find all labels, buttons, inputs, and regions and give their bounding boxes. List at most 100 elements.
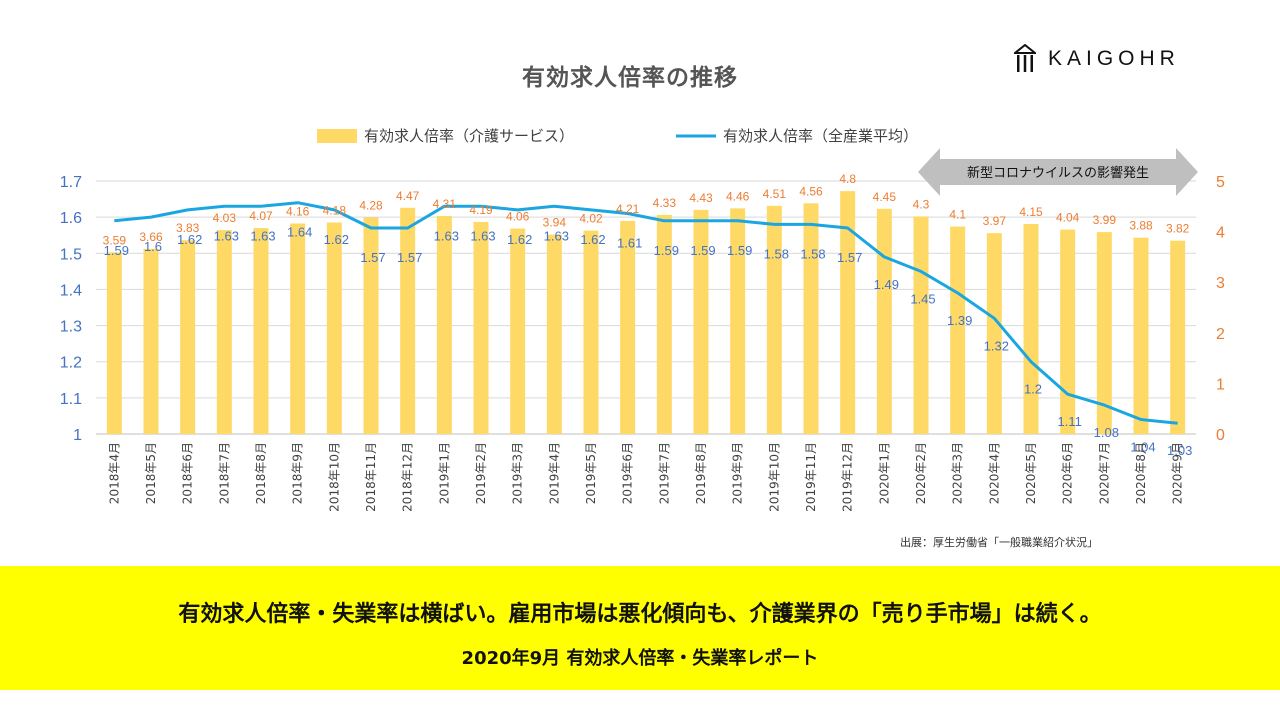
banner-headline: 有効求人倍率・失業率は横ばい。雇用市場は悪化傾向も、介護業界の「売り手市場」は続… (178, 602, 1102, 627)
line-value-label: 1.63 (470, 228, 495, 243)
line-value-label: 1.58 (800, 246, 825, 261)
line-value-label: 1.62 (324, 232, 349, 247)
legend-label-bar: 有効求人倍率（介護サービス） (364, 127, 574, 145)
bar-care-service (950, 226, 966, 434)
bar-value-label: 4.43 (689, 191, 713, 205)
bar-value-label: 4.8 (839, 172, 856, 186)
covid-impact-label: 新型コロナウイルスの影響発生 (967, 165, 1149, 181)
bar-care-service (693, 209, 709, 434)
left-axis-tick-label: 1 (73, 427, 82, 444)
bar-value-label: 4.47 (396, 189, 420, 203)
bar-value-label: 4.15 (1019, 205, 1043, 219)
bar-care-service (876, 208, 892, 434)
line-value-label: 1.62 (580, 232, 605, 247)
bar-care-service (546, 234, 562, 434)
x-axis-tick-label: 2019年4月 (547, 442, 561, 504)
bar-value-label: 4.45 (873, 190, 897, 204)
bar-care-service (730, 208, 746, 434)
line-value-label: 1.58 (764, 246, 789, 261)
x-axis-tick-label: 2019年5月 (584, 442, 598, 504)
line-value-label: 1.08 (1094, 425, 1119, 440)
x-axis-tick-label: 2019年7月 (657, 442, 671, 504)
kaigohr-logo: KAIGOHR (1014, 42, 1180, 76)
line-value-label: 1.6 (144, 239, 162, 254)
right-axis-tick-label: 3 (1216, 275, 1225, 292)
x-axis-tick-label: 2020年4月 (987, 442, 1001, 504)
x-axis-tick-label: 2019年12月 (841, 442, 855, 512)
x-axis-tick-label: 2019年11月 (804, 442, 818, 512)
bar-value-label: 3.66 (139, 230, 163, 244)
bar-value-label: 4.16 (286, 205, 310, 219)
x-axis-tick-label: 2019年10月 (767, 442, 781, 512)
bar-care-service (253, 228, 269, 434)
logo-text: KAIGOHR (1048, 47, 1180, 70)
line-value-label: 1.11 (1057, 414, 1081, 429)
x-axis-tick-label: 2019年1月 (437, 442, 451, 504)
line-value-label: 1.64 (287, 225, 312, 240)
bar-value-label: 4.1 (949, 208, 966, 222)
bar-care-service (106, 252, 122, 434)
x-axis-tick-label: 2018年12月 (401, 442, 415, 512)
bar-value-label: 4.31 (433, 197, 457, 211)
left-axis-tick-label: 1.1 (60, 391, 82, 408)
legend-swatch-bar (317, 129, 357, 143)
covid-impact-arrow (918, 148, 1198, 196)
bar-value-label: 4.18 (323, 203, 347, 217)
line-value-label: 1.59 (104, 243, 129, 258)
bar-care-service (290, 223, 306, 434)
line-value-label: 1.62 (177, 232, 202, 247)
bar-value-label: 4.3 (913, 197, 930, 211)
bar-value-label: 4.04 (1056, 211, 1080, 225)
bar-care-service (803, 203, 819, 434)
recruitment-ratio-chart: 1 1.1 1.2 1.3 1.4 1.5 1.6 1.7 0 1 2 3 4 5 新型コロナウイルスの影響… (60, 127, 1225, 512)
x-axis-tick-label: 2018年8月 (254, 442, 268, 504)
bar-value-label: 3.97 (983, 214, 1007, 228)
x-axis-tick-label: 2018年5月 (144, 442, 158, 504)
bar-care-service (216, 230, 232, 434)
x-axis-tick-label: 2018年4月 (107, 442, 121, 504)
x-axis-tick-label: 2020年7月 (1097, 442, 1111, 504)
x-axis-tick-label: 2020年5月 (1024, 442, 1038, 504)
bar-care-service (363, 217, 379, 434)
x-axis-tick-label: 2019年2月 (474, 442, 488, 504)
bar-care-service (180, 240, 196, 434)
x-axis-tick-label: 2020年3月 (951, 442, 965, 504)
x-axis-tick-label: 2018年6月 (181, 442, 195, 504)
left-axis-tick-label: 1.2 (60, 355, 82, 372)
right-axis-tick-label: 0 (1216, 427, 1225, 444)
line-value-label: 1.63 (544, 228, 569, 243)
x-axis-tick-label: 2018年10月 (327, 442, 341, 512)
line-value-label: 1.04 (1130, 440, 1155, 455)
bar-value-label: 3.83 (176, 221, 200, 235)
line-value-label: 1.63 (250, 228, 275, 243)
bar-care-service (913, 216, 929, 434)
bar-care-service (400, 207, 416, 434)
right-axis-tick-label: 1 (1216, 376, 1225, 393)
bar-value-label: 4.46 (726, 189, 750, 203)
left-axis-tick-label: 1.6 (60, 210, 82, 227)
x-axis-tick-label: 2020年9月 (1171, 442, 1185, 504)
left-axis-tick-label: 1.7 (60, 174, 82, 191)
bar-value-label: 3.99 (1093, 213, 1117, 227)
line-all-industry (114, 201, 1178, 425)
bar-care-service (326, 222, 342, 434)
line-value-label: 1.2 (1024, 382, 1042, 397)
bar-care-service (620, 220, 636, 434)
bar-care-service (1096, 232, 1112, 434)
bar-care-service (473, 221, 489, 434)
bar-value-label: 4.02 (579, 212, 603, 226)
bar-value-label: 4.06 (506, 210, 530, 224)
bar-value-label: 3.88 (1129, 219, 1153, 233)
source-note: 出展：厚生労働省「一般職業紹介状況」 (900, 536, 1098, 549)
line-value-label: 1.63 (214, 228, 239, 243)
line-value-label: 1.59 (690, 243, 715, 258)
line-value-label: 1.62 (507, 232, 532, 247)
chart-title: 有効求人倍率の推移 (522, 65, 738, 91)
pillar-logo-icon (1014, 44, 1036, 72)
bar-value-label: 4.28 (359, 198, 383, 212)
left-axis-tick-label: 1.4 (60, 282, 82, 299)
bar-value-label: 4.03 (213, 211, 237, 225)
bar-care-service (766, 205, 782, 434)
x-axis-tick-label: 2020年6月 (1061, 442, 1075, 504)
bar-care-service (656, 214, 672, 434)
